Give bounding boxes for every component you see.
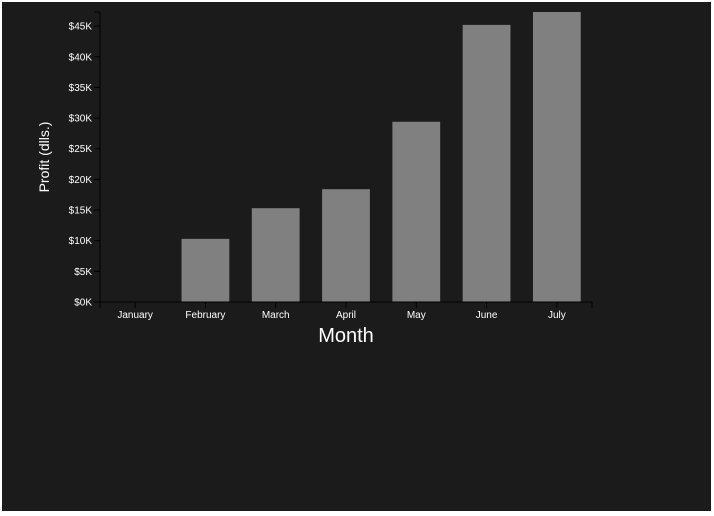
x-tick-label: June: [476, 310, 498, 321]
bar-june: [462, 24, 511, 302]
bar-group: [181, 12, 581, 302]
x-axis-title: Month: [318, 325, 374, 347]
y-tick-label: $45K: [69, 22, 93, 33]
y-tick-label: $5K: [74, 267, 92, 278]
y-axis: $0K $5K $10K $15K $20K $25K $30K $35K $40K $45K: [69, 11, 101, 309]
x-axis: January February March April May June July: [99, 301, 593, 321]
y-tick-label: $10K: [69, 236, 93, 247]
x-tick-label: April: [336, 310, 356, 321]
y-tick-label: $20K: [69, 175, 93, 186]
x-tick-label: January: [117, 310, 153, 321]
y-axis-title: Profit (dlls.): [36, 122, 52, 193]
bar-april: [322, 189, 370, 302]
bar-may: [392, 121, 441, 302]
x-tick-label: February: [185, 310, 225, 321]
y-tick-label: $40K: [69, 52, 93, 63]
x-tick-label: May: [407, 310, 426, 321]
profit-bar-chart: $0K $5K $10K $15K $20K $25K $30K $35K $40K $45K J…: [36, 11, 593, 347]
x-tick-label: March: [262, 310, 290, 321]
y-tick-label: $15K: [69, 206, 93, 217]
chart-frame: $0K $5K $10K $15K $20K $25K $30K $35K $40K $45K J…: [2, 2, 711, 511]
y-tick-label: $35K: [69, 83, 93, 94]
bar-march: [251, 208, 300, 302]
bar-february: [181, 238, 230, 302]
x-tick-label: July: [548, 310, 566, 321]
bar-july: [532, 12, 581, 302]
y-tick-label: $0K: [74, 298, 92, 309]
y-tick-label: $30K: [69, 114, 93, 125]
y-tick-label: $25K: [69, 144, 93, 155]
